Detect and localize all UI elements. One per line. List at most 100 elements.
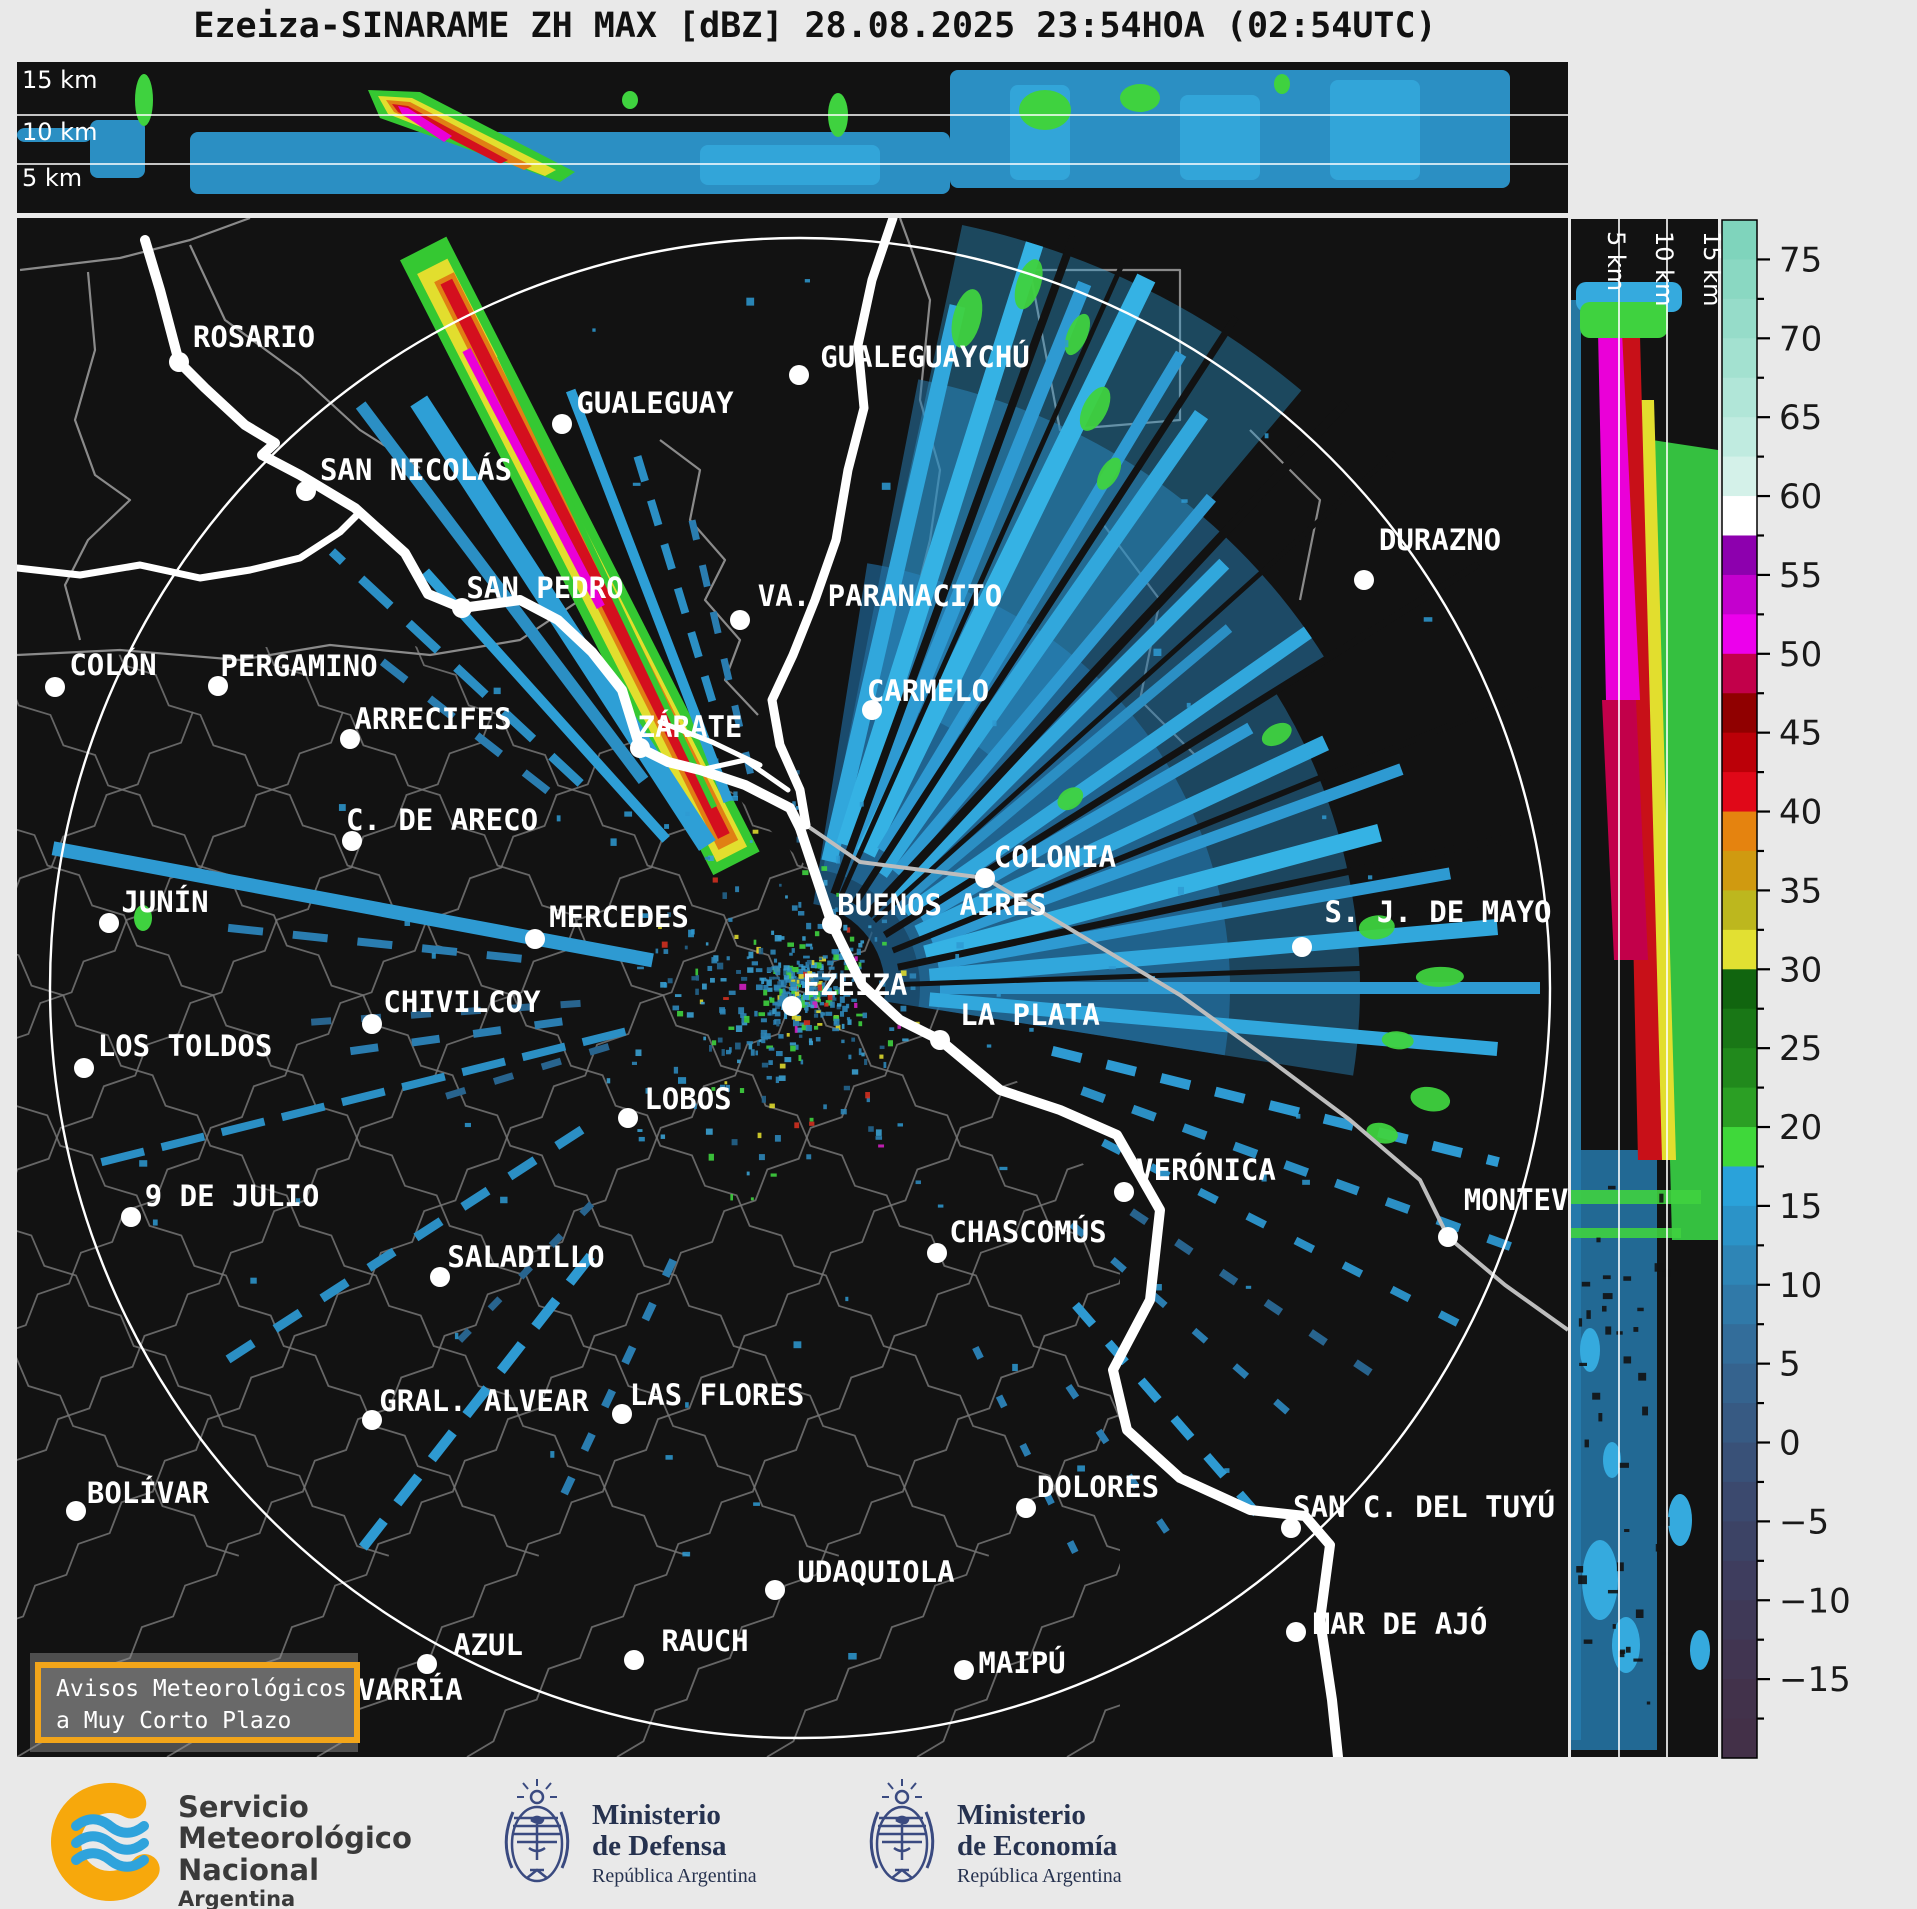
echo-blue-strip [1571, 300, 1581, 1740]
clutter-pixel [655, 948, 659, 954]
clutter-pixel [735, 1025, 743, 1032]
clutter-pixel [859, 959, 865, 963]
city-label: BOLÍVAR [87, 1476, 210, 1510]
city-dot [862, 700, 882, 720]
clutter-pixel [839, 1011, 845, 1017]
clutter-pixel [805, 1025, 812, 1032]
clutter-pixel [817, 984, 823, 991]
echo-blue-blob [1668, 1494, 1692, 1546]
clutter-pixel [803, 1020, 811, 1026]
clutter-pixel [708, 855, 714, 861]
clutter-pixel [804, 991, 809, 998]
clutter-pixel [747, 967, 754, 973]
echo-gap-pixel [1586, 1310, 1591, 1319]
echo-green-patch [134, 905, 152, 931]
city: GRAL. ALVEAR [362, 1384, 589, 1430]
clutter-pixel [795, 1016, 802, 1022]
clutter-pixel [803, 971, 807, 978]
clutter-pixel [711, 1087, 716, 1091]
city: RAUCH [624, 1624, 749, 1670]
clutter-pixel [610, 838, 617, 846]
clutter-pixel [743, 1015, 750, 1023]
clutter-pixel [712, 877, 718, 883]
clutter-pixel [810, 997, 814, 1001]
echo-spoke [873, 410, 1209, 878]
echo-green-streak [1571, 1228, 1681, 1238]
clutter-pixel [748, 951, 754, 959]
city-label: C. DE ARECO [346, 803, 538, 837]
clutter-pixel [767, 987, 773, 992]
clutter-pixel [897, 1123, 903, 1127]
city-label: 9 DE JULIO [145, 1179, 320, 1213]
city: COLONIA [975, 840, 1116, 888]
clutter-pixel [846, 927, 851, 933]
clutter-pixel [846, 1017, 851, 1021]
clutter-pixel [716, 962, 724, 970]
clutter-pixel [811, 992, 816, 996]
clutter-pixel [827, 960, 834, 966]
colorbar-segment [1722, 220, 1757, 260]
echo-gap-pixel [1583, 1639, 1593, 1644]
clutter-pixel [792, 801, 796, 807]
city-dot [362, 1410, 382, 1430]
boundary-line [316, 640, 1120, 1557]
right-panel-altitude-label: 10 km [1650, 231, 1678, 306]
city: SALADILLO [430, 1240, 605, 1287]
colorbar-border [1721, 219, 1758, 1759]
echo-gap-pixel [1581, 1281, 1591, 1287]
echo-spoke [891, 493, 1216, 877]
clutter-pixel [777, 999, 784, 1007]
colorbar-segment [1722, 338, 1757, 379]
echo-gap-pixel [1592, 1392, 1601, 1400]
city-dot [552, 414, 572, 434]
clutter-pixel [787, 942, 794, 947]
clutter-pixel [777, 981, 781, 986]
clutter-pixel [839, 996, 845, 1003]
city-label: DOLORES [1037, 1470, 1159, 1504]
echo-green-streak [1571, 1190, 1701, 1204]
clutter-pixel [790, 1045, 796, 1052]
clutter-pixel [152, 1219, 158, 1226]
clutter-pixel [838, 987, 843, 994]
colorbar-segment [1722, 969, 1757, 1010]
clutter-pixel [746, 1041, 753, 1045]
colorbar-tick-label: 5 [1779, 1345, 1801, 1385]
clutter-pixel [684, 945, 688, 950]
smn-line-3: Nacional [178, 1852, 320, 1887]
city-labels: ROSARIO GUALEGUAYCHÚ GUALEGUAY SAN NICOLÁS D… [45, 320, 1568, 1722]
clutter-pixel [820, 965, 824, 971]
city-label: EZEIZA [803, 968, 908, 1002]
clutter-pixel [866, 1096, 870, 1103]
right-panel-altitude-label: 5 km [1602, 231, 1630, 291]
colorbar-segment [1722, 259, 1757, 300]
clutter-pixel [761, 978, 765, 985]
city: EZEIZA [782, 968, 907, 1016]
beam-shadow-gap [838, 256, 1128, 898]
echo-gap-pixel [1637, 1307, 1644, 1312]
top-panel-altitude-label: 15 km [22, 66, 97, 94]
city: UDAQUIOLA [765, 1555, 955, 1600]
echo-spoke [856, 273, 1156, 858]
clutter-pixel [836, 1003, 842, 1007]
city-label: COLÓN [69, 648, 156, 682]
city-label: MERCEDES [549, 900, 689, 934]
clutter-pixel [771, 930, 775, 935]
city-label: CARMELO [867, 674, 989, 708]
clutter-pixel [820, 1011, 824, 1018]
clutter-pixel [751, 961, 758, 966]
clutter-pixel [781, 993, 789, 997]
clutter-pixel [752, 829, 759, 834]
clutter-pixel [830, 1001, 835, 1008]
clutter-pixel [814, 962, 822, 969]
echo-spoke [877, 350, 1187, 854]
clutter-pixel [841, 1023, 845, 1029]
city: MERCEDES [525, 900, 689, 949]
clutter-pixel [818, 976, 824, 980]
echo-spoke [928, 919, 1499, 985]
echo-spoke [936, 867, 1452, 970]
echo-green [135, 74, 153, 126]
clutter-pixel [780, 981, 786, 988]
city-dot [362, 1014, 382, 1034]
clutter-pixel [887, 1040, 893, 1047]
clutter-pixel [1296, 1113, 1301, 1119]
